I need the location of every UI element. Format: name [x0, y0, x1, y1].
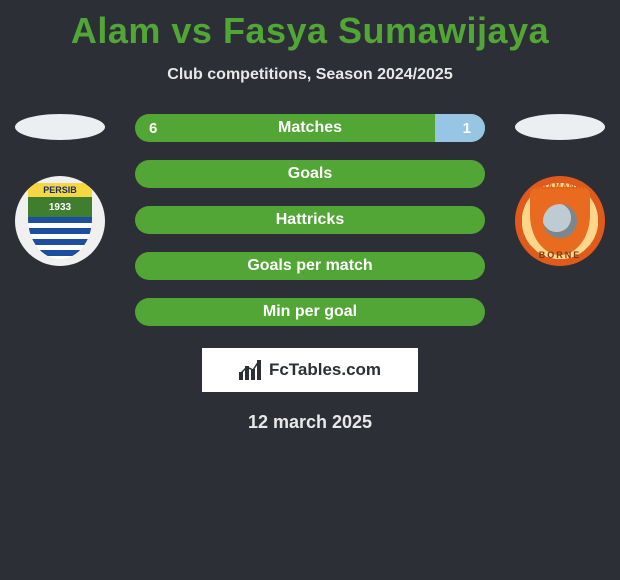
- page-title: Alam vs Fasya Sumawijaya: [0, 0, 620, 52]
- stat-bar: Goals per match: [135, 252, 485, 280]
- stat-bars: Matches 6 1 Goals Hattricks Goals per match Mi…: [135, 114, 485, 326]
- stat-bar: Min per goal: [135, 298, 485, 326]
- comparison-content: PERSIB 1933 USAMANIA BORNE Matches 6 1 Goal…: [0, 114, 620, 433]
- player-right-halo: [515, 114, 605, 140]
- stat-bar-label: Min per goal: [263, 303, 357, 321]
- player-left-halo: [15, 114, 105, 140]
- watermark-bars-icon: [239, 360, 263, 380]
- page-subtitle: Club competitions, Season 2024/2025: [0, 66, 620, 84]
- stat-bar-label: Goals: [288, 165, 332, 183]
- stat-bar-label: Hattricks: [276, 211, 344, 229]
- stat-bar-left-value: 6: [149, 120, 157, 137]
- player-left-column: PERSIB 1933: [10, 114, 110, 266]
- watermark: FcTables.com: [202, 348, 418, 392]
- stat-bar: Hattricks: [135, 206, 485, 234]
- stat-bar-label: Goals per match: [247, 257, 372, 275]
- player-right-column: USAMANIA BORNE: [510, 114, 610, 266]
- crest-right-text-top: USAMANIA: [534, 182, 585, 191]
- stat-bar-right-value: 1: [463, 120, 471, 137]
- crest-left-text-year: 1933: [28, 197, 92, 217]
- stat-bar-label: Matches: [278, 119, 342, 137]
- crest-right-text-bottom: BORNE: [539, 250, 582, 260]
- crest-right-inner: [530, 187, 590, 255]
- club-crest-left: PERSIB 1933: [15, 176, 105, 266]
- crest-left-waves: [28, 217, 92, 259]
- stat-bar: Matches 6 1: [135, 114, 485, 142]
- crest-left-text-top: PERSIB: [28, 183, 92, 197]
- footer-date: 12 march 2025: [0, 412, 620, 433]
- club-crest-right: USAMANIA BORNE: [515, 176, 605, 266]
- watermark-text: FcTables.com: [269, 360, 381, 380]
- stat-bar-right-segment: [435, 114, 485, 142]
- stat-bar: Goals: [135, 160, 485, 188]
- club-crest-left-inner: PERSIB 1933: [28, 183, 92, 259]
